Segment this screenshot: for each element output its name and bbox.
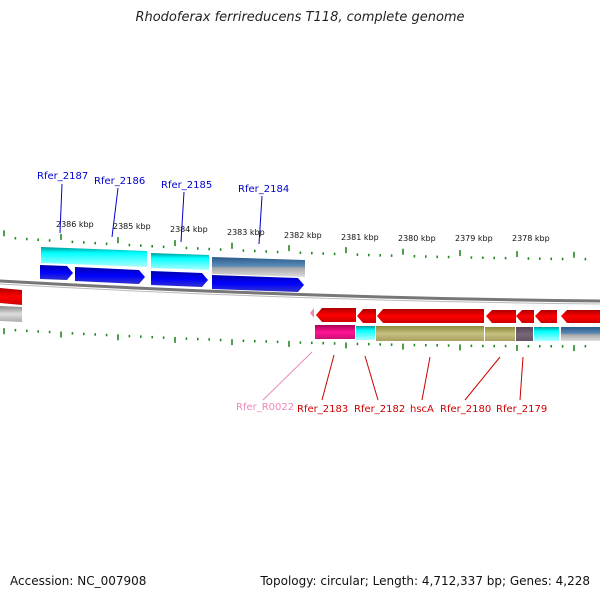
leader-rfer-2187	[59, 183, 63, 234]
kbp-label-2381: 2381 kbp	[341, 233, 379, 242]
gene-arrow-rfer-2183[interactable]	[316, 308, 356, 322]
leader-rfer-r0022	[262, 351, 313, 401]
kbp-label-2384: 2384 kbp	[170, 225, 208, 234]
feature-cyan-2[interactable]	[151, 253, 209, 270]
feature-cyan-4[interactable]	[534, 327, 559, 341]
kbp-labels: 2386 kbp 2385 kbp 2384 kbp 2383 kbp 2382…	[56, 220, 550, 243]
kbp-label-2386: 2386 kbp	[56, 220, 94, 229]
genome-summary-text: Topology: circular; Length: 4,712,337 bp…	[260, 574, 590, 588]
gene-arrow-rfer-2180[interactable]	[486, 310, 516, 323]
feature-khaki-2[interactable]	[485, 327, 515, 341]
leader-rfer-2185	[180, 191, 185, 243]
reverse-gene-arrows	[310, 308, 600, 323]
gene-arrow-right-1[interactable]	[535, 310, 557, 323]
gene-arrow-right-partial[interactable]	[561, 310, 600, 323]
feature-purple-1[interactable]	[516, 327, 533, 341]
feature-cyan-1[interactable]	[41, 247, 147, 267]
gene-label-rfer-2185[interactable]: Rfer_2185	[161, 180, 212, 191]
leader-rfer-2182	[364, 355, 379, 401]
gene-arrow-hsca[interactable]	[377, 309, 484, 323]
kbp-label-2385: 2385 kbp	[113, 222, 151, 231]
forward-feature-track	[41, 247, 305, 277]
gene-arrow-left-partial[interactable]	[0, 288, 22, 305]
forward-gene-arrows	[40, 265, 304, 292]
upper-tick-row	[3, 230, 587, 261]
gene-label-rfer-2180[interactable]: Rfer_2180	[440, 404, 491, 415]
gene-label-rfer-2186[interactable]: Rfer_2186	[94, 176, 145, 187]
kbp-label-2382: 2382 kbp	[284, 231, 322, 240]
reverse-gene-labels: Rfer_R0022 Rfer_2183 Rfer_2182 hscA Rfer…	[236, 402, 547, 415]
accession-text: Accession: NC_007908	[10, 574, 147, 588]
genome-title: Rhodoferax ferrireducens T118, complete …	[135, 10, 465, 25]
genome-backbone	[0, 279, 600, 303]
gene-label-hsca[interactable]: hscA	[410, 404, 434, 415]
gene-arrow-rfer-r0022[interactable]	[310, 308, 314, 318]
feature-magenta-1[interactable]	[315, 325, 355, 339]
gene-arrow-rfer-2184[interactable]	[212, 275, 304, 292]
forward-leader-lines	[59, 183, 263, 245]
gene-label-rfer-2187[interactable]: Rfer_2187	[37, 171, 88, 182]
kbp-label-2379: 2379 kbp	[455, 234, 493, 243]
gene-label-rfer-2179[interactable]: Rfer_2179	[496, 404, 547, 415]
gene-arrow-rfer-2179[interactable]	[516, 310, 534, 323]
gene-arrow-rfer-2185[interactable]	[151, 271, 208, 287]
reverse-feature-track	[315, 325, 600, 341]
gene-arrow-rfer-2182[interactable]	[357, 309, 376, 323]
leader-rfer-2183	[321, 354, 335, 401]
feature-khaki-1[interactable]	[376, 326, 484, 341]
leader-rfer-2180	[464, 356, 501, 401]
genome-backbone-inner	[0, 283, 600, 305]
leader-rfer-2186	[111, 187, 119, 238]
leader-hsca	[421, 356, 431, 401]
gene-arrow-rfer-2186[interactable]	[75, 267, 145, 284]
reverse-leader-lines	[262, 351, 524, 401]
gene-label-rfer-r0022[interactable]: Rfer_R0022	[236, 402, 294, 413]
kbp-label-2378: 2378 kbp	[512, 234, 550, 243]
leader-rfer-2179	[519, 356, 524, 401]
feature-steel-1[interactable]	[212, 257, 305, 277]
feature-steel-2[interactable]	[561, 327, 600, 341]
gene-arrow-rfer-2187[interactable]	[40, 265, 73, 280]
kbp-label-2380: 2380 kbp	[398, 234, 436, 243]
forward-gene-labels: Rfer_2187 Rfer_2186 Rfer_2185 Rfer_2184	[37, 171, 289, 195]
leader-rfer-2184	[258, 195, 263, 245]
feature-gray-left-partial[interactable]	[0, 306, 22, 322]
gene-label-rfer-2183[interactable]: Rfer_2183	[297, 404, 348, 415]
lower-tick-row	[3, 328, 587, 352]
gene-label-rfer-2182[interactable]: Rfer_2182	[354, 404, 405, 415]
gene-label-rfer-2184[interactable]: Rfer_2184	[238, 184, 289, 195]
kbp-label-2383: 2383 kbp	[227, 228, 265, 237]
feature-cyan-3[interactable]	[356, 326, 375, 340]
